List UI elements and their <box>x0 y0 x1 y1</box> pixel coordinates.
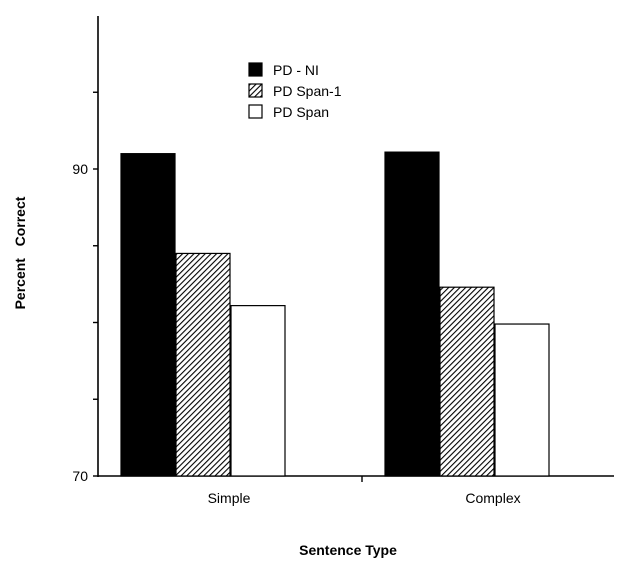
legend-label: PD - NI <box>273 62 319 78</box>
bar <box>439 286 495 477</box>
y-tick-labels: 70 90 <box>72 161 88 484</box>
bar <box>175 252 231 477</box>
legend-label: PD Span <box>273 104 329 120</box>
category-labels: Simple Complex <box>208 490 521 506</box>
legend-swatch <box>248 83 263 98</box>
legend-swatch <box>248 104 263 119</box>
bar <box>494 323 550 477</box>
y-tick-label: 90 <box>72 161 88 177</box>
bar <box>384 151 440 477</box>
category-label: Complex <box>465 490 520 506</box>
bars <box>120 151 550 477</box>
category-label: Simple <box>208 490 251 506</box>
y-axis-title: Percent Correct <box>12 196 28 309</box>
y-ticks <box>93 91 98 477</box>
legend-label: PD Span-1 <box>273 83 342 99</box>
x-axis-title: Sentence Type <box>299 542 397 558</box>
legend: PD - NI PD Span-1 PD Span <box>248 62 342 120</box>
y-tick-label: 70 <box>72 468 88 484</box>
bar <box>230 305 286 477</box>
bar <box>120 153 176 477</box>
legend-swatch <box>248 62 263 77</box>
